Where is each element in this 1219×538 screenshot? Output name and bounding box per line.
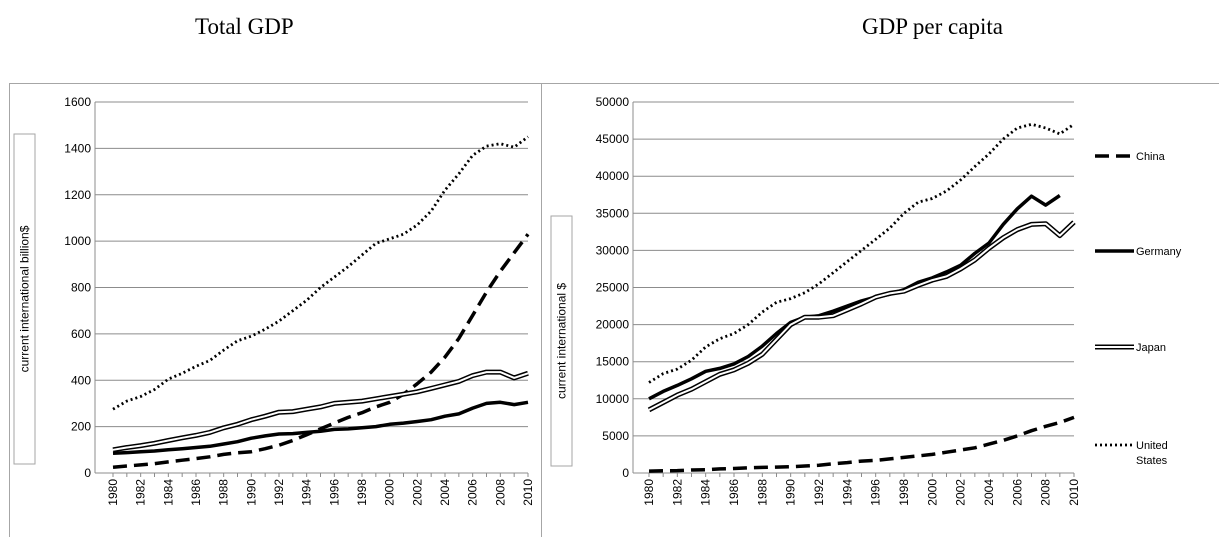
series-china-line bbox=[112, 233, 530, 469]
x-tick-label-1986: 1986 bbox=[189, 479, 203, 506]
y-tick-label-1200: 1200 bbox=[64, 188, 91, 202]
y-axis-label: current international billion$ bbox=[18, 225, 32, 372]
y-tick-label-20000: 20000 bbox=[596, 318, 630, 332]
y-tick-label-15000: 15000 bbox=[596, 355, 630, 369]
y-axis-label-box bbox=[13, 133, 36, 465]
legend-germany-label: Germany bbox=[1136, 246, 1182, 258]
x-tick-label-1990: 1990 bbox=[244, 479, 258, 506]
x-tick-label-1996: 1996 bbox=[327, 479, 341, 506]
chart-title-gdp-per-capita: GDP per capita bbox=[862, 14, 1003, 39]
y-tick-label-25000: 25000 bbox=[596, 281, 630, 295]
x-tick-label-1990: 1990 bbox=[784, 479, 798, 506]
series-germany-line bbox=[648, 194, 1061, 401]
legend-japan-label: Japan bbox=[1136, 342, 1166, 354]
gdp-per-capita-chart: 0 5000 10000 15000 20000 25000 30000 35000 40000… bbox=[550, 95, 1182, 506]
series-united-states-line bbox=[648, 122, 1075, 384]
legend-united-states-label-line2: States bbox=[1136, 455, 1168, 467]
x-tick-label-2006: 2006 bbox=[1010, 479, 1024, 506]
x-tick-label-1984: 1984 bbox=[699, 479, 713, 506]
x-tick-label-1994: 1994 bbox=[300, 479, 314, 506]
x-tick-label-2010: 2010 bbox=[521, 479, 535, 506]
y-tick-label-10000: 10000 bbox=[596, 392, 630, 406]
y-tick-label-400: 400 bbox=[71, 373, 91, 387]
y-tick-label-45000: 45000 bbox=[596, 132, 630, 146]
y-tick-label-800: 800 bbox=[71, 281, 91, 295]
total-gdp-chart: 0 200 400 600 800 1000 1200 1400 1600 1980 1982 198… bbox=[13, 95, 535, 506]
y-tick-label-50000: 50000 bbox=[596, 95, 630, 109]
x-tick-label-1984: 1984 bbox=[161, 479, 175, 506]
y-tick-label-1600: 1600 bbox=[64, 95, 91, 109]
y-tick-label-600: 600 bbox=[71, 327, 91, 341]
x-tick-label-1980: 1980 bbox=[642, 479, 656, 506]
series-united-states-line bbox=[112, 135, 529, 411]
y-tick-label-30000: 30000 bbox=[596, 243, 630, 257]
chart-title-total-gdp: Total GDP bbox=[195, 14, 294, 39]
y-tick-label-1400: 1400 bbox=[64, 141, 91, 155]
y-tick-label-35000: 35000 bbox=[596, 206, 630, 220]
x-tick-label-1986: 1986 bbox=[727, 479, 741, 506]
series-germany-line bbox=[112, 400, 529, 456]
y-tick-label-200: 200 bbox=[71, 420, 91, 434]
x-tick-label-2004: 2004 bbox=[982, 479, 996, 506]
x-tick-label-1996: 1996 bbox=[869, 479, 883, 506]
x-tick-label-2002: 2002 bbox=[410, 479, 424, 506]
y-tick-label-0: 0 bbox=[84, 466, 91, 480]
x-tick-label-1994: 1994 bbox=[840, 479, 854, 506]
x-tick-label-1998: 1998 bbox=[897, 479, 911, 506]
x-tick-label-1982: 1982 bbox=[134, 479, 148, 506]
legend-united-states-label: United bbox=[1136, 440, 1168, 452]
series-china-line bbox=[648, 415, 1075, 473]
x-tick-label-2006: 2006 bbox=[466, 479, 480, 506]
x-tick-label-1980: 1980 bbox=[106, 479, 120, 506]
y-tick-label-1000: 1000 bbox=[64, 234, 91, 248]
y-tick-label-5000: 5000 bbox=[602, 429, 629, 443]
x-tick-label-2002: 2002 bbox=[954, 479, 968, 506]
y-axis-label: current international $ bbox=[555, 283, 569, 399]
x-tick-label-2000: 2000 bbox=[925, 479, 939, 506]
x-tick-label-1992: 1992 bbox=[812, 479, 826, 506]
x-tick-label-2010: 2010 bbox=[1067, 479, 1081, 506]
series-japan-line bbox=[112, 369, 529, 453]
y-tick-label-0: 0 bbox=[622, 466, 629, 480]
x-tick-label-2000: 2000 bbox=[383, 479, 397, 506]
gdp-per-capita-chart-panel: 0 5000 10000 15000 20000 25000 30000 35000 40000… bbox=[542, 83, 1219, 537]
x-tick-label-2004: 2004 bbox=[438, 479, 452, 506]
x-tick-label-1998: 1998 bbox=[355, 479, 369, 506]
x-tick-label-2008: 2008 bbox=[1039, 479, 1053, 506]
y-axis-label-box bbox=[550, 215, 573, 467]
x-tick-label-1992: 1992 bbox=[272, 479, 286, 506]
y-tick-label-40000: 40000 bbox=[596, 169, 630, 183]
x-tick-label-1988: 1988 bbox=[217, 479, 231, 506]
legend-china-label: China bbox=[1136, 151, 1166, 163]
x-tick-label-1988: 1988 bbox=[755, 479, 769, 506]
series-japan-line bbox=[647, 220, 1076, 413]
total-gdp-chart-panel: 0 200 400 600 800 1000 1200 1400 1600 1980 1982 198… bbox=[9, 83, 542, 537]
x-tick-label-1982: 1982 bbox=[670, 479, 684, 506]
x-tick-label-2008: 2008 bbox=[493, 479, 507, 506]
